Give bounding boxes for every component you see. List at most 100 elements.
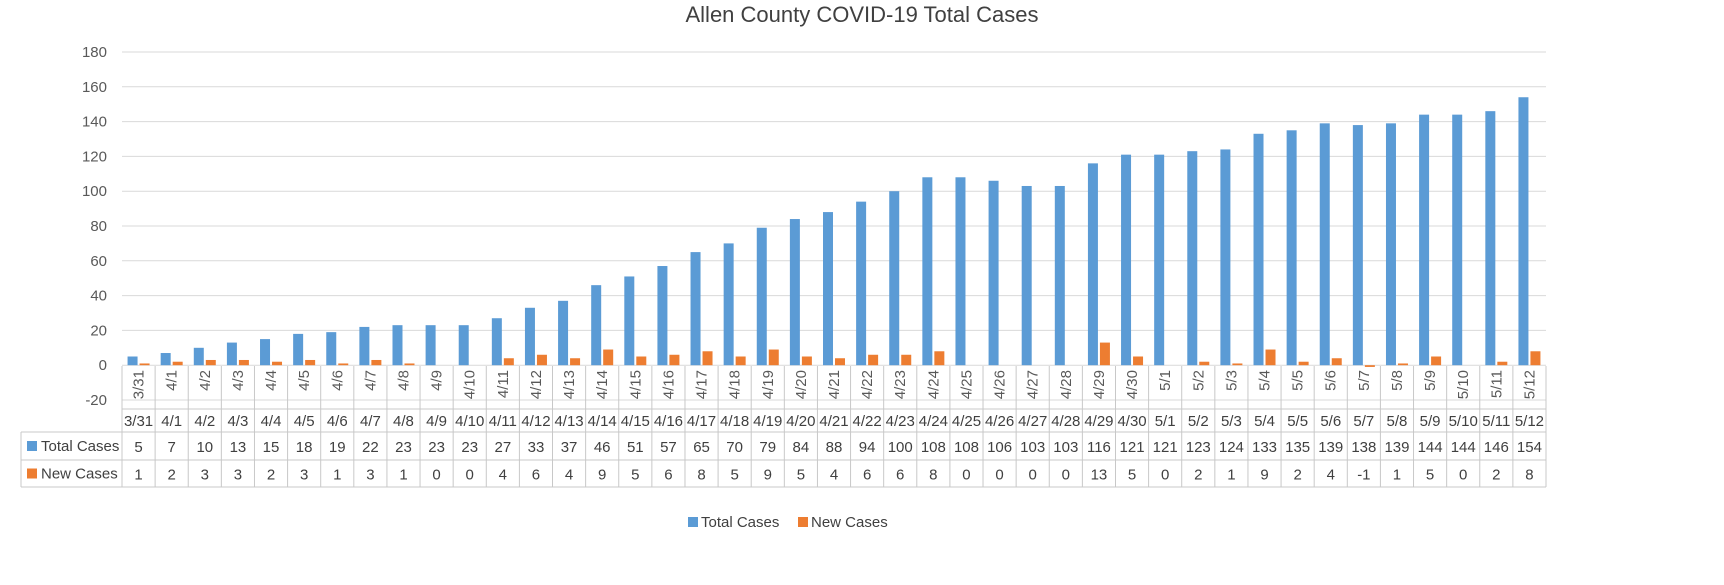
table-value-cell: 6 [664,467,672,484]
table-value-cell: 3 [366,467,374,484]
total-cases-bar [690,252,701,366]
table-value-cell: 70 [726,439,743,456]
y-tick-label: 140 [82,114,107,131]
table-value-cell: 0 [1161,467,1169,484]
total-cases-bar [955,177,966,366]
new-cases-bar [603,349,614,366]
table-header-cell: 4/15 [621,413,650,430]
total-cases-bar [260,339,271,366]
table-value-cell: 139 [1384,439,1409,456]
table-header-cell: 4/1 [161,413,182,430]
y-tick-label: 60 [90,253,107,270]
table-header-cell: 4/10 [455,413,484,430]
x-tick-label: 4/20 [793,370,810,399]
table-header-cell: 4/16 [654,413,683,430]
table-value-cell: 2 [267,467,275,484]
x-tick-label: 4/5 [296,370,313,391]
y-axis: -20 0 20 40 60 80 100 120 140 160 180 [82,44,107,409]
table-header-cell: 5/5 [1287,413,1308,430]
table-header-cell: 5/10 [1449,413,1478,430]
table-value-cell: 3 [234,467,242,484]
table-value-cell: 51 [627,439,644,456]
table-value-cell: 9 [1260,467,1268,484]
new-cases-bar [238,359,249,366]
new-cases-bar [1530,351,1541,366]
new-cases-bar [735,356,746,366]
x-tick-label: 4/26 [992,370,1009,399]
total-cases-bar [1419,114,1430,366]
new-cases-bar [205,359,216,366]
table-value-cell: 4 [1327,467,1335,484]
table-value-cell: 144 [1418,439,1443,456]
new-cases-bar [570,358,581,366]
x-tick-label: 4/16 [660,370,677,399]
new-cases-bar [1331,358,1342,366]
table-value-cell: 1 [1393,467,1401,484]
x-tick-label: 4/30 [1124,370,1141,399]
total-cases-bar [1286,130,1297,366]
x-tick-label: 4/21 [826,370,843,399]
new-cases-bar [305,359,316,366]
new-cases-bar [801,356,812,366]
table-value-cell: 2 [1293,467,1301,484]
table-value-cell: 8 [1525,467,1533,484]
total-cases-bar [1352,125,1363,366]
x-tick-label: 5/2 [1190,370,1207,391]
x-tick-label: 5/6 [1323,370,1340,391]
new-cases-bar [536,354,547,366]
table-value-cell: -1 [1357,467,1370,484]
legend-label-new-cases: New Cases [811,514,888,531]
y-tick-label: 120 [82,148,107,165]
total-cases-bar [458,325,469,366]
total-cases-bar [922,177,933,366]
table-value-cell: 144 [1451,439,1476,456]
table-value-cell: 3 [300,467,308,484]
table-header-cell: 4/25 [952,413,981,430]
table-value-cell: 13 [1091,467,1108,484]
total-cases-bar [558,300,569,366]
x-tick-label: 4/10 [462,370,479,399]
table-value-cell: 18 [296,439,313,456]
table-value-cell: 7 [168,439,176,456]
y-tick-label: -20 [85,392,107,409]
table-value-cell: 5 [1426,467,1434,484]
total-cases-bar [823,212,833,366]
table-value-cell: 116 [1087,439,1111,456]
table-header-cell: 5/1 [1155,413,1176,430]
x-tick-label: 5/8 [1389,370,1406,391]
total-cases-bar [856,201,867,366]
new-cases-bar [371,359,382,366]
new-cases-key [27,468,37,479]
table-value-cell: 139 [1318,439,1343,456]
table-value-cell: 146 [1484,439,1509,456]
table-value-cell: 108 [921,439,946,456]
table-header-cell: 4/12 [521,413,550,430]
total-cases-bar [1253,133,1264,366]
x-tick-label: 5/3 [1223,370,1240,391]
x-tick-label: 4/18 [727,370,744,399]
table-value-cell: 4 [830,467,838,484]
x-tick-label: 4/15 [627,370,644,399]
table-value-cell: 94 [859,439,876,456]
new-cases-bar [901,354,912,366]
table-value-cell: 0 [432,467,440,484]
new-cases-bar [1431,356,1442,366]
table-header-cell: 4/27 [1018,413,1047,430]
table-value-cell: 65 [693,439,710,456]
table-value-cell: 123 [1186,439,1211,456]
total-cases-bar [789,219,800,366]
x-tick-label: 4/19 [760,370,777,399]
x-tick-label: 5/12 [1521,370,1538,399]
table-header-cell: 4/7 [360,413,381,430]
x-tick-label: 4/3 [230,370,247,391]
table-value-cell: 2 [1492,467,1500,484]
total-cases-bar [1485,111,1496,366]
x-tick-label: 5/1 [1157,370,1174,391]
total-cases-bar [160,353,171,366]
table-header-cell: 4/9 [426,413,447,430]
total-cases-bar [1021,185,1032,366]
table-value-cell: 138 [1351,439,1376,456]
new-cases-bar [934,351,945,366]
x-tick-label: 4/23 [892,370,909,399]
total-cases-bar [491,318,502,366]
